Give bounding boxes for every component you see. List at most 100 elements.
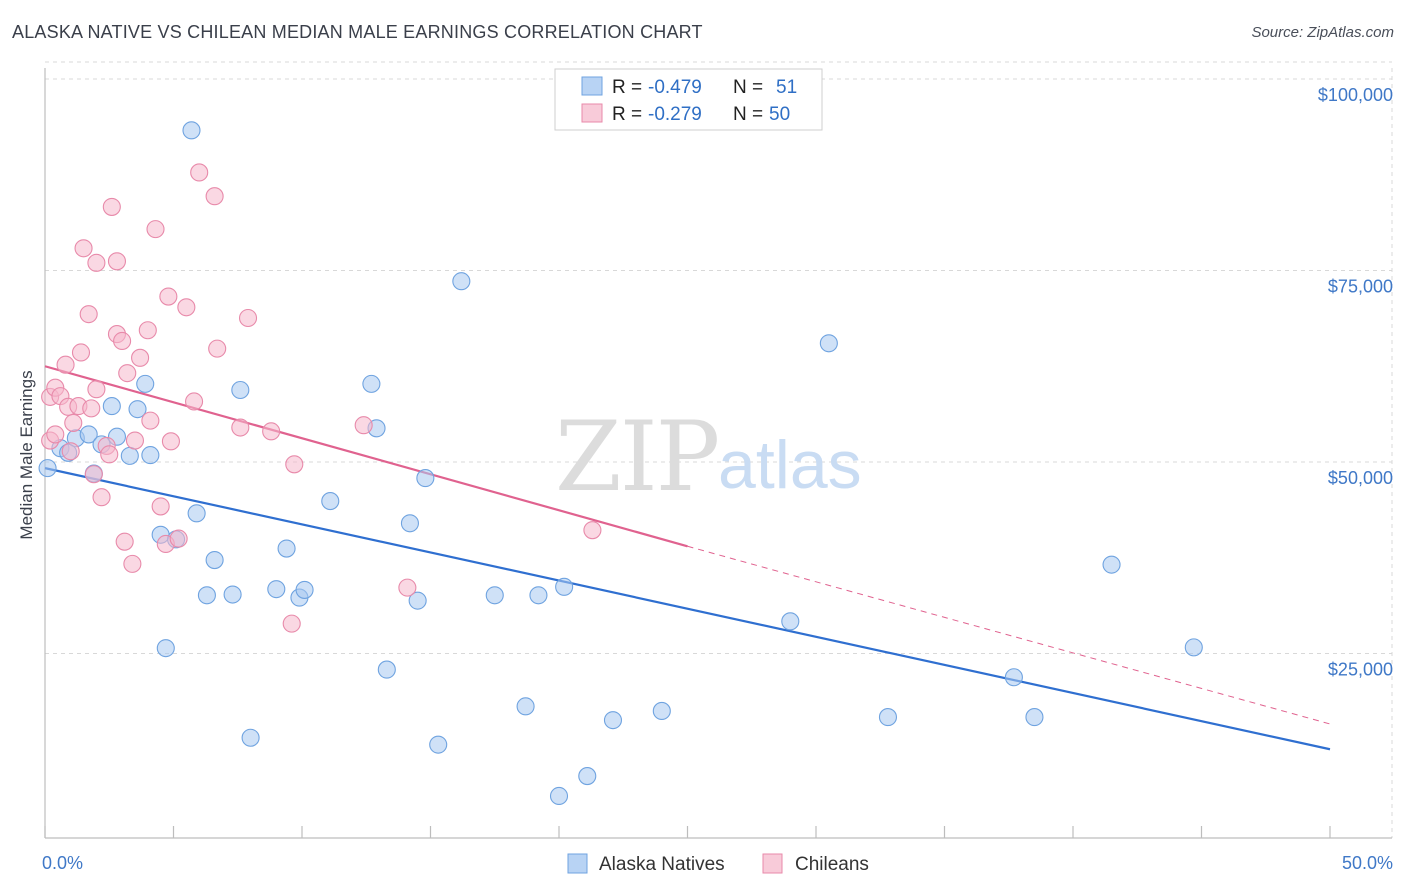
alaska-point-9	[128, 400, 147, 419]
chilean-point-25	[125, 431, 144, 450]
alaska-point-25	[295, 580, 314, 599]
chilean-point-37	[190, 163, 209, 182]
chilean-point-7	[64, 413, 83, 432]
y-tick-label-0: $25,000	[1328, 660, 1393, 680]
chilean-point-48	[84, 465, 103, 484]
chilean-point-42	[262, 422, 281, 441]
alaska-point-23	[277, 539, 296, 558]
alaska-point-10	[136, 374, 155, 393]
alaska-point-8	[120, 446, 139, 465]
alaska-point-13	[156, 639, 175, 658]
chilean-point-32	[159, 287, 178, 306]
alaska-point-37	[529, 586, 548, 605]
alaska-point-11	[141, 446, 160, 465]
chilean-point-41	[238, 308, 258, 328]
chilean-point-23	[118, 364, 137, 383]
x-tick-label-0: 0.0%	[42, 853, 83, 873]
alaska-point-27	[362, 374, 381, 393]
chilean-point-35	[177, 298, 196, 317]
chilean-point-43	[282, 614, 301, 633]
legend-n-value-2: 50	[769, 104, 790, 125]
alaska-point-39	[555, 577, 574, 596]
chilean-point-20	[107, 252, 127, 271]
alaska-point-6	[102, 397, 121, 416]
chilean-point-45	[354, 416, 373, 435]
trend-lines	[44, 365, 1331, 751]
alaska-point-26	[321, 492, 340, 511]
legend-n-value-1: 51	[776, 77, 797, 98]
y-tick-labels: $25,000 $50,000 $75,000 $100,000	[1318, 85, 1393, 680]
chilean-point-38	[205, 187, 224, 206]
alaska-point-30	[400, 514, 419, 533]
alaska-point-44	[819, 334, 838, 353]
alaska-point-18	[205, 550, 224, 570]
chilean-point-26	[131, 348, 150, 367]
alaska-point-48	[1102, 555, 1121, 574]
chilean-point-39	[208, 339, 227, 358]
chilean-point-21	[113, 331, 132, 351]
alaska-point-35	[485, 586, 504, 605]
legend-swatch-chileans	[581, 103, 603, 123]
watermark-zip: ZIP	[555, 401, 718, 513]
legend-bottom-label-alaska: Alaska Natives	[599, 854, 725, 875]
y-tick-label-1: $50,000	[1328, 468, 1393, 488]
alaska-point-45	[878, 708, 898, 727]
chilean-point-22	[115, 532, 134, 551]
source-label: Source: ZipAtlas.com	[1251, 24, 1394, 41]
alaska-point-42	[652, 701, 671, 721]
chilean-point-14	[87, 253, 106, 272]
chilean-point-24	[123, 554, 142, 573]
chilean-point-9	[71, 343, 91, 362]
y-tick-label-2: $75,000	[1328, 277, 1393, 297]
trend-line-extended-1	[687, 545, 1331, 725]
legend-n-label-1: N =	[733, 77, 763, 98]
legend-r-label-1: R =	[612, 77, 642, 98]
y-tick-label-3: $100,000	[1318, 85, 1393, 105]
data-points	[38, 121, 1203, 806]
legend-bottom: Alaska Natives Chileans	[567, 853, 869, 875]
chilean-point-36	[185, 392, 204, 411]
trend-line-1	[44, 365, 688, 548]
alaska-point-43	[781, 612, 800, 631]
alaska-point-47	[1025, 708, 1044, 727]
chilean-point-4	[56, 355, 75, 374]
grid-lines	[45, 61, 1393, 838]
alaska-point-21	[241, 728, 260, 747]
trend-line-0	[44, 467, 1331, 751]
chilean-point-12	[82, 399, 101, 418]
chilean-point-47	[583, 521, 602, 540]
alaska-point-0	[38, 459, 57, 478]
chilean-point-6	[61, 442, 80, 461]
legend-n-label-2: N =	[733, 104, 763, 125]
chilean-point-30	[151, 497, 170, 516]
chart-title: ALASKA NATIVE VS CHILEAN MEDIAN MALE EAR…	[12, 22, 703, 42]
alaska-point-40	[578, 767, 597, 786]
alaska-point-49	[1184, 638, 1203, 657]
chilean-point-15	[92, 488, 111, 507]
alaska-point-32	[416, 469, 435, 488]
alaska-point-36	[516, 697, 535, 716]
watermark: ZIP atlas	[555, 401, 862, 513]
x-tick-labels: 0.0% 50.0%	[42, 853, 1393, 873]
chilean-point-11	[79, 305, 98, 324]
alaska-point-34	[452, 272, 471, 291]
alaska-point-19	[223, 585, 242, 604]
alaska-point-41	[603, 711, 623, 730]
legend-r-value-2: -0.279	[648, 104, 702, 125]
alaska-point-20	[231, 380, 250, 400]
legend-r-value-1: -0.479	[648, 77, 702, 98]
chilean-point-29	[146, 220, 165, 239]
chilean-point-10	[74, 239, 93, 258]
alaska-point-3	[79, 425, 98, 444]
chilean-point-46	[398, 578, 417, 597]
chilean-point-18	[102, 197, 121, 216]
legend-box: R = -0.479 N = 51 R = -0.279 N = 50	[554, 68, 823, 131]
chilean-point-49	[46, 425, 65, 444]
alaska-point-38	[549, 786, 569, 806]
alaska-point-16	[187, 504, 206, 523]
alaska-point-17	[197, 586, 216, 605]
watermark-atlas: atlas	[718, 427, 862, 503]
alaska-point-29	[377, 660, 396, 679]
legend-bottom-label-chileans: Chileans	[795, 854, 869, 875]
chilean-point-33	[161, 432, 180, 451]
